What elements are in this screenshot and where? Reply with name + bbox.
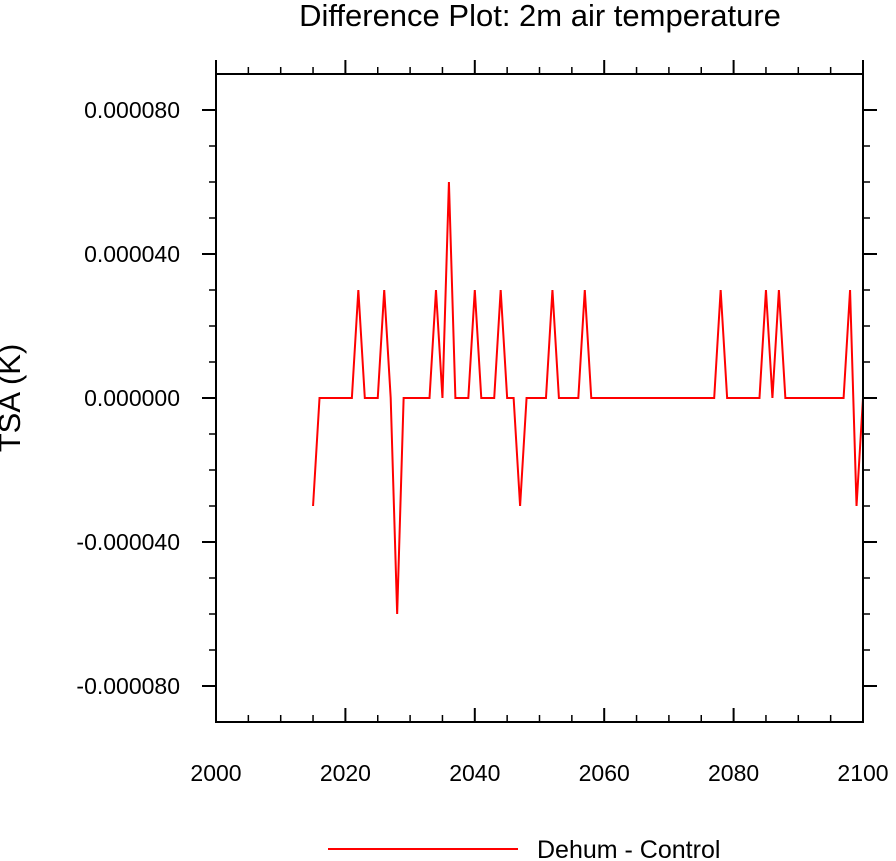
y-tick-label: 0.000040: [84, 241, 180, 267]
series-line-0: [312, 181, 864, 615]
legend: Dehum - Control: [328, 836, 720, 861]
x-tick-label: 2060: [579, 760, 630, 786]
x-tick-label: 2020: [320, 760, 371, 786]
y-tick-label: 0.000080: [84, 97, 180, 123]
y-axis-label: TSA (K): [0, 344, 27, 453]
chart-title: Difference Plot: 2m air temperature: [299, 0, 781, 33]
y-tick-label: 0.000000: [84, 385, 180, 411]
x-tick-label: 2100: [837, 760, 888, 786]
y-tick-label: -0.000040: [76, 529, 180, 555]
x-tick-label: 2000: [190, 760, 241, 786]
y-axis: -0.000080 -0.000040 0.000000 0.000040 0.0000…: [76, 97, 877, 699]
y-tick-label: -0.000080: [76, 673, 180, 699]
plot-series: [312, 181, 864, 615]
x-tick-label: 2080: [708, 760, 759, 786]
x-axis: 2000 2020 2040 2060 2080 2100: [190, 60, 889, 786]
x-tick-label: 2040: [449, 760, 500, 786]
legend-label: Dehum - Control: [537, 836, 720, 861]
